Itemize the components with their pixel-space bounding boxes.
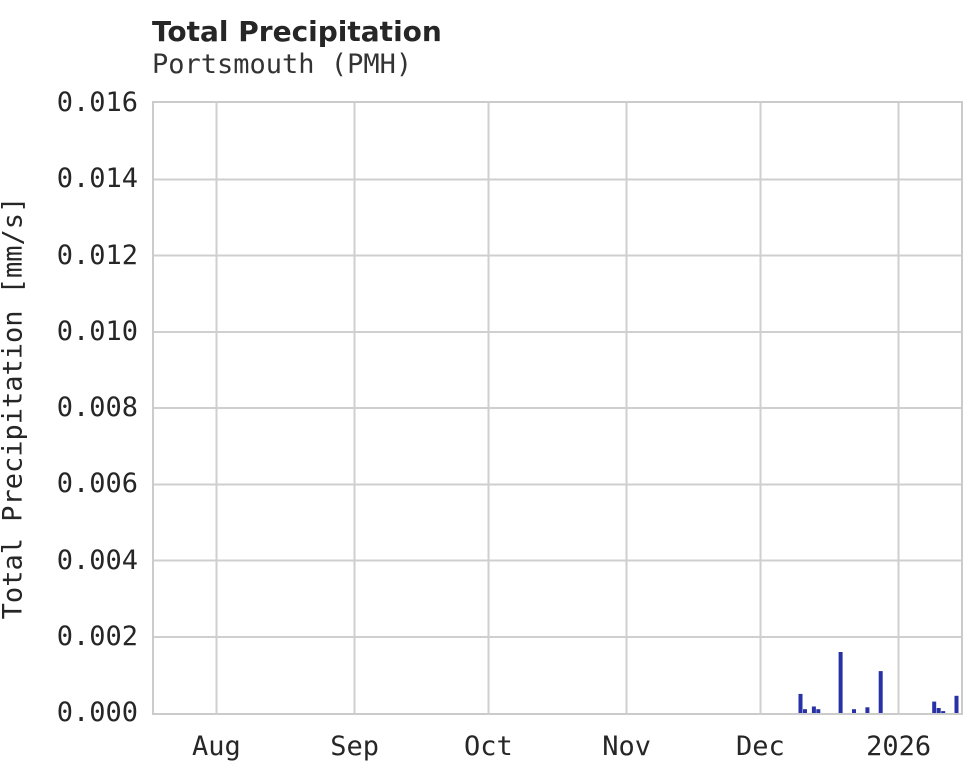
x-tick-label: Oct	[464, 731, 513, 762]
y-tick-label: 0.016	[56, 87, 138, 118]
y-tick-label: 0.012	[56, 239, 138, 271]
grid-lines	[154, 103, 961, 713]
x-tick-label: Sep	[330, 731, 380, 762]
precip-spike	[852, 709, 856, 713]
precip-spike	[865, 707, 870, 713]
precipitation-plot	[154, 103, 961, 713]
precip-spike	[838, 652, 843, 713]
x-tick-label: Aug	[192, 731, 241, 762]
precip-spike	[954, 695, 959, 713]
y-tick-label: 0.004	[56, 544, 138, 576]
precip-spike	[798, 693, 803, 713]
precip-spike	[936, 708, 941, 713]
x-tick-label: 2026	[866, 731, 932, 762]
y-tick-label: 0.000	[56, 697, 138, 728]
chart-subtitle: Portsmouth (PMH)	[152, 49, 413, 80]
y-tick-label: 0.014	[56, 163, 138, 195]
precip-spike	[932, 701, 937, 713]
precip-spike	[816, 709, 821, 713]
precip-spike	[878, 671, 883, 713]
y-axis-label: Total Precipitation [mm/s]	[0, 196, 29, 620]
chart-title: Total Precipitation	[152, 15, 442, 48]
x-tick-label: Nov	[602, 731, 651, 762]
y-tick-label: 0.006	[56, 468, 138, 500]
precipitation-spikes	[798, 652, 959, 713]
x-tick-label: Dec	[735, 731, 785, 762]
precip-spike	[811, 706, 816, 713]
plot-area	[152, 101, 963, 715]
precip-spike	[941, 711, 946, 713]
y-tick-label: 0.010	[56, 315, 138, 347]
y-tick-label: 0.008	[56, 392, 138, 423]
y-tick-label: 0.002	[56, 620, 138, 652]
precip-spike	[803, 709, 807, 713]
